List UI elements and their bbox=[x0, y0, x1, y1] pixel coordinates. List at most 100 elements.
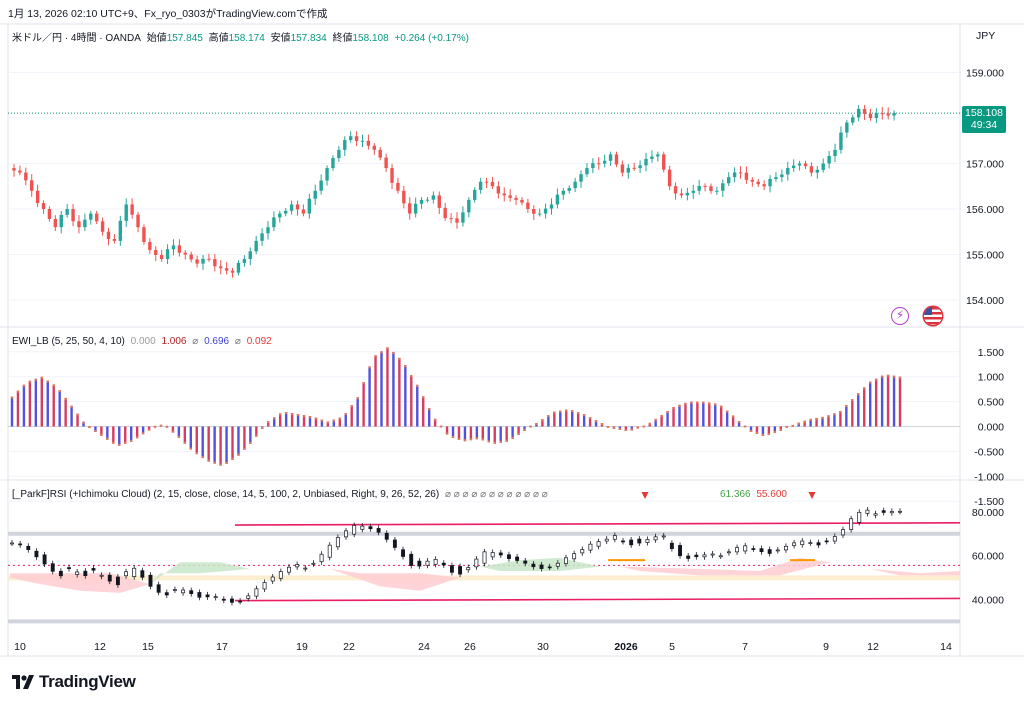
ewi-bar-tip bbox=[898, 376, 902, 379]
ewi-bar bbox=[541, 419, 544, 427]
rsi-candle-body bbox=[156, 584, 161, 593]
time-axis-tick: 7 bbox=[742, 641, 748, 653]
ewi-bar bbox=[416, 384, 419, 427]
ewi-name[interactable]: EWI_LB (5, 25, 50, 4, 10) bbox=[12, 336, 125, 347]
ewi-bar bbox=[565, 409, 568, 427]
ichimoku-cloud-1 bbox=[150, 562, 250, 585]
rsi-candle-body bbox=[604, 538, 609, 542]
rsi-mid-band bbox=[8, 575, 960, 581]
ewi-bar-tip bbox=[565, 409, 568, 412]
candle-body bbox=[650, 156, 654, 159]
rsi-candle-body bbox=[482, 551, 487, 564]
symbol-label[interactable]: 米ドル／円 · 4時間 · OANDA bbox=[12, 33, 141, 44]
rsi-candle-body bbox=[132, 567, 137, 577]
candle-body bbox=[295, 204, 300, 210]
rsi-candle-body bbox=[849, 518, 854, 530]
ewi-bar-tip bbox=[714, 403, 717, 406]
ewi-bar-tip bbox=[833, 413, 836, 416]
ewi-bar bbox=[779, 426, 783, 431]
candle-body bbox=[89, 213, 93, 220]
tradingview-logo[interactable]: TradingView bbox=[12, 672, 136, 692]
ewi-bar-tip bbox=[851, 399, 854, 402]
candle-body bbox=[697, 186, 701, 191]
rsi-candle-body bbox=[775, 549, 780, 552]
ewi-bar-tip bbox=[58, 390, 61, 393]
rsi-candle-body bbox=[10, 542, 14, 545]
ewi-bar-tip bbox=[606, 425, 610, 428]
candle-body bbox=[396, 182, 400, 191]
rsi-candle-body bbox=[262, 582, 267, 590]
ewi-bar-tip bbox=[469, 438, 473, 441]
ewi-bar bbox=[833, 413, 836, 427]
candle-body bbox=[142, 227, 146, 242]
time-axis-tick: 2026 bbox=[614, 641, 638, 653]
rsi-candle-body bbox=[816, 542, 821, 546]
ewi-bar bbox=[576, 412, 580, 427]
currency-label[interactable]: JPY bbox=[976, 30, 996, 42]
ewi-bar-tip bbox=[791, 424, 794, 427]
candle-body bbox=[579, 174, 583, 182]
ewi-bar-tip bbox=[255, 434, 258, 437]
candle-body bbox=[307, 198, 312, 214]
candle-body bbox=[473, 189, 477, 200]
rsi-candle-body bbox=[67, 567, 71, 569]
candle-body bbox=[750, 179, 755, 182]
ewi-bar-tip bbox=[404, 365, 407, 368]
ewi-bar-tip bbox=[40, 376, 43, 379]
rsi-candle-body bbox=[34, 550, 39, 558]
candle-body bbox=[455, 218, 459, 223]
ewi-bar-tip bbox=[273, 417, 276, 420]
ewi-bar bbox=[433, 418, 437, 427]
ewi-bar bbox=[624, 426, 628, 431]
ewi-bar-tip bbox=[296, 414, 300, 417]
rsi-candle-body bbox=[392, 539, 397, 548]
candle-body bbox=[768, 178, 772, 187]
ewi-axis-tick: 0.000 bbox=[978, 422, 1004, 434]
ewi-bar-tip bbox=[720, 405, 723, 408]
rsi-candle-body bbox=[401, 549, 405, 557]
rsi-name[interactable]: [_ParkF]RSI (+Ichimoku Cloud) (2, 15, cl… bbox=[12, 489, 440, 500]
rsi-candle-body bbox=[498, 552, 503, 556]
ewi-bar bbox=[851, 399, 854, 427]
candle-body bbox=[325, 168, 329, 181]
ewi-bar-tip bbox=[517, 432, 520, 435]
ewi-bar-tip bbox=[511, 436, 514, 439]
rsi-candle-body bbox=[751, 548, 756, 550]
ewi-bar bbox=[231, 426, 234, 460]
time-axis-tick: 10 bbox=[14, 641, 26, 653]
candle-body bbox=[289, 204, 294, 211]
ewi-bar-tip bbox=[845, 405, 848, 408]
rsi-candle-body bbox=[490, 552, 495, 558]
ewi-bar bbox=[124, 426, 127, 444]
ewi-bar bbox=[290, 413, 294, 427]
lightning-icon[interactable]: ⚡ bbox=[891, 307, 909, 325]
ewi-bar-tip bbox=[642, 425, 645, 428]
rsi-candle-body bbox=[767, 549, 772, 554]
ewi-bar bbox=[892, 375, 896, 427]
ewi-bar bbox=[469, 426, 473, 441]
ewi-bar-tip bbox=[869, 381, 872, 384]
ewi-bar-tip bbox=[708, 402, 711, 405]
candle-body bbox=[662, 154, 666, 170]
ewi-bar bbox=[696, 401, 699, 427]
candle-body bbox=[892, 113, 896, 116]
ewi-bar bbox=[553, 411, 556, 427]
candle-body bbox=[461, 212, 465, 223]
ewi-bar-tip bbox=[147, 428, 151, 431]
candle-body bbox=[236, 262, 241, 273]
candle-body bbox=[496, 186, 501, 194]
rsi-candle-body bbox=[99, 574, 104, 577]
ewi-bar-tip bbox=[124, 441, 127, 444]
rsi-candle-body bbox=[580, 549, 585, 554]
candle-body bbox=[484, 181, 489, 183]
ewi-bar bbox=[666, 410, 669, 427]
rsi-candle-body bbox=[189, 590, 194, 595]
ewi-bar-tip bbox=[809, 418, 812, 421]
low-value: 157.834 bbox=[290, 33, 327, 44]
open-label: 始値 bbox=[146, 33, 167, 44]
ewi-bar-tip bbox=[666, 410, 669, 413]
ewi-bar-tip bbox=[439, 425, 443, 428]
ewi-bar-tip bbox=[362, 382, 365, 385]
us-flag-icon[interactable] bbox=[924, 307, 942, 325]
